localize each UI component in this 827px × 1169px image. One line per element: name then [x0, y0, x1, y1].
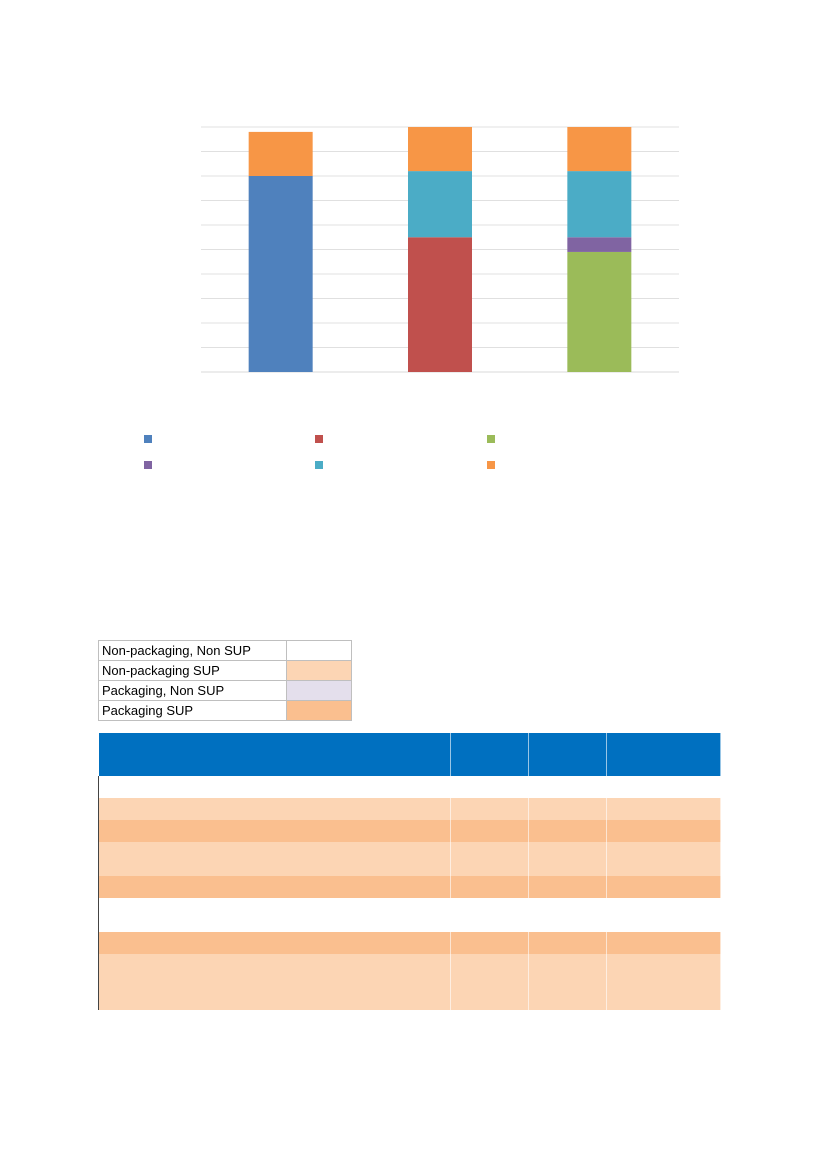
key-color-swatch — [286, 680, 352, 701]
legend-swatch — [315, 461, 323, 469]
legend-swatch — [144, 435, 152, 443]
key-row: Packaging, Non SUP — [98, 680, 352, 701]
legend-swatch — [315, 435, 323, 443]
table-row — [98, 898, 721, 932]
table-cell — [528, 954, 607, 976]
bar-segment — [567, 237, 632, 252]
bar-segment — [567, 127, 632, 172]
table-header-cell — [98, 733, 451, 776]
table-cell — [606, 976, 721, 1010]
table-cell — [450, 954, 529, 976]
table-cell — [606, 898, 721, 932]
table-cell — [98, 932, 451, 954]
bar-segment — [248, 176, 313, 372]
table-cell — [450, 842, 529, 876]
table-cell — [528, 876, 607, 898]
key-color-swatch — [286, 700, 352, 721]
table-cell — [528, 776, 607, 798]
table-cell — [450, 776, 529, 798]
table-row — [98, 776, 721, 798]
bar-segment — [408, 127, 472, 172]
table-cell — [98, 876, 451, 898]
table-row — [98, 954, 721, 976]
table-row — [98, 932, 721, 954]
table-cell — [606, 798, 721, 820]
bar-segment — [248, 131, 313, 176]
table-cell — [450, 820, 529, 842]
legend-swatch — [144, 461, 152, 469]
table-cell — [98, 976, 451, 1010]
table-cell — [450, 976, 529, 1010]
table-row — [98, 842, 721, 876]
table-cell — [450, 798, 529, 820]
table-cell — [98, 798, 451, 820]
table-header-cell — [606, 733, 721, 776]
color-key-table: Non-packaging, Non SUP Non-packaging SUP P… — [98, 640, 352, 721]
table-row — [98, 798, 721, 820]
table-header-cell — [450, 733, 529, 776]
table-header-cell — [528, 733, 607, 776]
table-row — [98, 876, 721, 898]
legend-swatch — [487, 461, 495, 469]
table-cell — [528, 898, 607, 932]
table-cell — [98, 898, 451, 932]
table-cell — [606, 842, 721, 876]
table-cell — [450, 876, 529, 898]
table-cell — [450, 932, 529, 954]
table-cell — [606, 876, 721, 898]
key-row: Non-packaging SUP — [98, 660, 352, 681]
table-cell — [528, 976, 607, 1010]
key-color-swatch — [286, 640, 352, 661]
table-header-row — [98, 733, 721, 776]
key-row: Non-packaging, Non SUP — [98, 640, 352, 661]
key-label: Non-packaging, Non SUP — [98, 640, 287, 661]
bar-segment — [567, 251, 632, 372]
key-label: Packaging SUP — [98, 700, 287, 721]
stacked-bar-chart — [201, 126, 679, 373]
bar-segment — [567, 171, 632, 238]
table-cell — [528, 932, 607, 954]
table-cell — [528, 798, 607, 820]
chart-bars — [248, 127, 632, 372]
table-cell — [528, 842, 607, 876]
table-row — [98, 976, 721, 1010]
table-cell — [606, 776, 721, 798]
table-cell — [606, 932, 721, 954]
key-row: Packaging SUP — [98, 700, 352, 721]
table-cell — [606, 954, 721, 976]
table-cell — [98, 776, 451, 798]
table-cell — [606, 820, 721, 842]
bar-segment — [408, 237, 472, 372]
legend-swatch — [487, 435, 495, 443]
key-label: Non-packaging SUP — [98, 660, 287, 681]
table-cell — [528, 820, 607, 842]
table-cell — [450, 898, 529, 932]
table-cell — [98, 954, 451, 976]
table-cell — [98, 820, 451, 842]
table-cell — [98, 842, 451, 876]
bar-segment — [408, 171, 472, 238]
key-label: Packaging, Non SUP — [98, 680, 287, 701]
key-color-swatch — [286, 660, 352, 681]
data-table — [98, 733, 721, 1010]
table-row — [98, 820, 721, 842]
